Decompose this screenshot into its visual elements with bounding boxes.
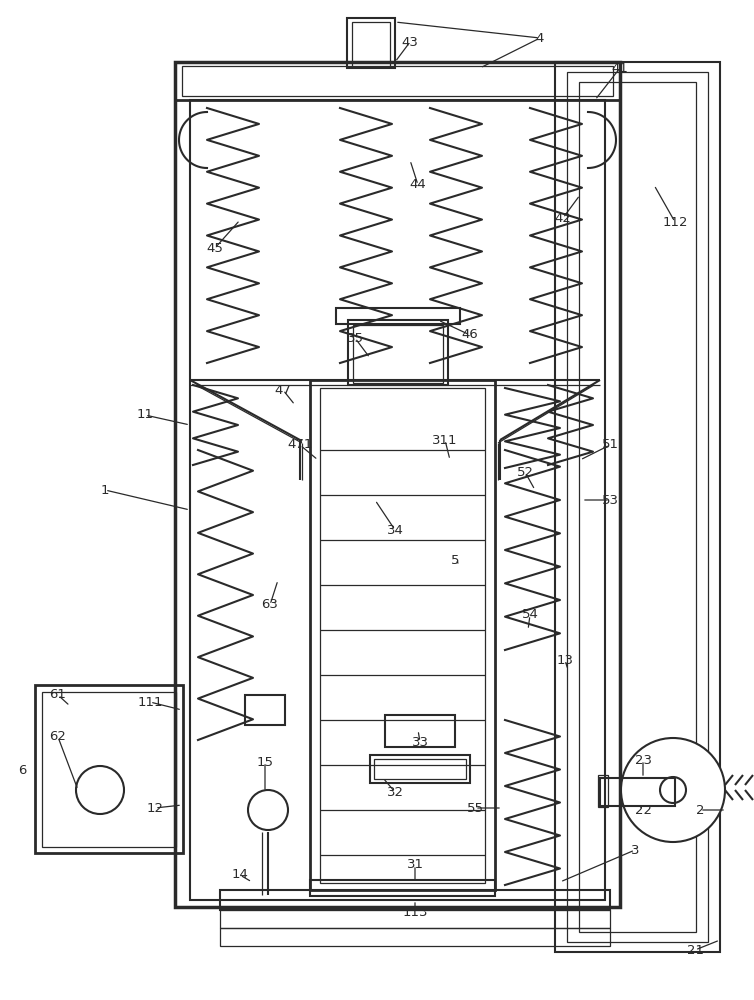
Text: 6: 6 <box>18 764 26 776</box>
Bar <box>35 685 183 853</box>
Text: 3: 3 <box>631 844 639 856</box>
Text: 11: 11 <box>136 408 154 422</box>
Bar <box>175 62 620 100</box>
Bar <box>220 928 610 946</box>
Text: 63: 63 <box>262 598 278 611</box>
Text: 53: 53 <box>602 493 618 506</box>
Text: 44: 44 <box>409 178 426 192</box>
Bar <box>348 320 448 385</box>
Bar <box>190 100 605 900</box>
Text: 47: 47 <box>274 383 292 396</box>
Text: 2: 2 <box>696 804 704 816</box>
Bar <box>579 82 696 932</box>
Bar <box>42 692 176 847</box>
Text: 31: 31 <box>406 858 424 871</box>
Text: 112: 112 <box>662 216 688 229</box>
Text: 41: 41 <box>611 62 628 75</box>
Bar <box>374 759 466 779</box>
Text: 43: 43 <box>402 35 418 48</box>
Circle shape <box>248 790 288 830</box>
Bar <box>600 778 675 806</box>
Bar <box>336 308 460 324</box>
Text: 23: 23 <box>635 754 651 766</box>
Bar <box>352 22 390 67</box>
Text: 33: 33 <box>412 736 428 748</box>
Text: 54: 54 <box>522 608 538 621</box>
Text: 14: 14 <box>231 868 248 882</box>
Bar <box>182 66 613 96</box>
Text: 21: 21 <box>686 944 703 956</box>
Text: 52: 52 <box>516 466 534 479</box>
Text: 55: 55 <box>467 802 483 814</box>
Text: 311: 311 <box>432 434 458 446</box>
Circle shape <box>621 738 725 842</box>
Text: 1: 1 <box>101 484 109 496</box>
Bar <box>347 18 395 68</box>
Text: 35: 35 <box>347 332 363 344</box>
Text: 12: 12 <box>146 802 164 814</box>
Text: 32: 32 <box>387 786 403 798</box>
Text: 22: 22 <box>635 804 651 816</box>
Text: 46: 46 <box>461 328 478 342</box>
Text: 4: 4 <box>536 31 544 44</box>
Bar <box>385 715 455 747</box>
Text: 51: 51 <box>602 438 618 452</box>
Text: 61: 61 <box>50 688 66 702</box>
Text: 42: 42 <box>554 212 572 225</box>
Text: 45: 45 <box>207 241 223 254</box>
Bar <box>245 695 285 725</box>
Bar <box>567 72 708 942</box>
Bar <box>220 890 610 910</box>
Text: 62: 62 <box>50 730 66 744</box>
Bar <box>310 880 495 896</box>
Bar <box>598 775 608 807</box>
Circle shape <box>76 766 124 814</box>
Bar <box>310 380 495 890</box>
Text: 113: 113 <box>402 906 428 918</box>
Text: 471: 471 <box>287 438 313 452</box>
Bar <box>175 62 620 907</box>
Bar <box>370 755 470 783</box>
Bar <box>320 388 485 883</box>
Bar <box>555 62 720 952</box>
Text: 13: 13 <box>556 654 574 666</box>
Text: 111: 111 <box>137 696 163 708</box>
Text: 5: 5 <box>451 554 459 566</box>
Bar <box>353 325 443 383</box>
Bar <box>220 910 610 928</box>
Circle shape <box>660 777 686 803</box>
Text: 15: 15 <box>256 756 274 768</box>
Text: 34: 34 <box>387 524 403 536</box>
